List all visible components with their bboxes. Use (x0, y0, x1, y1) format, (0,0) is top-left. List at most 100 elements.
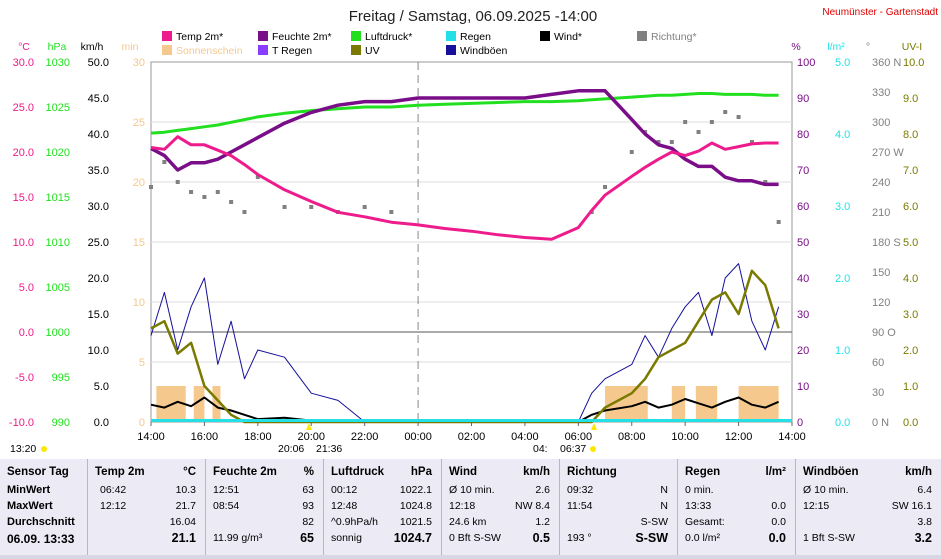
cell-gust-label: 1 Bft S-SW (803, 532, 855, 544)
legend-swatch (446, 45, 456, 55)
y-tick-label: -10.0 (9, 417, 34, 429)
y-tick-label: 30 (872, 387, 884, 399)
header-unit-gust: km/h (905, 466, 932, 478)
y-tick-label: 300 (872, 117, 890, 129)
y-tick-label: 7.0 (903, 165, 918, 177)
cell-humidity-value: 93 (302, 500, 314, 512)
direction-point (309, 205, 314, 209)
y-tick-label: 1.0 (903, 381, 918, 393)
cell-pressure-value: 1021.5 (399, 516, 432, 528)
sunrise-marker (591, 423, 597, 430)
y-tick-label: 2.0 (835, 273, 850, 285)
x-tick-label: 10:00 (671, 431, 699, 443)
y-tick-label: 70 (797, 165, 809, 177)
cell-temp-label: 06:42 (100, 484, 127, 496)
y-tick-label: 40.0 (88, 129, 109, 141)
cell-wind-value: 2.6 (535, 484, 550, 496)
y-tick-label: 3.0 (835, 201, 850, 213)
cell-rain-value: 0.0 (771, 516, 786, 528)
y-tick-label: 45.0 (88, 93, 109, 105)
moonrise-time: 21:36 (316, 443, 342, 455)
legend-swatch (446, 31, 456, 41)
y-tick-label: 210 (872, 207, 890, 219)
header-sensor: Sensor Tag (7, 466, 69, 478)
y-tick-label: 100 (797, 57, 815, 69)
x-tick-label: 18:00 (244, 431, 272, 443)
status-bar (0, 555, 941, 559)
y-tick-label: 10.0 (13, 237, 34, 249)
cell-direction-value: S-SW (635, 531, 668, 545)
cell-pressure-label: sonnig (331, 532, 362, 544)
y-tick-label: 5.0 (835, 57, 850, 69)
direction-point (749, 140, 754, 144)
y-tick-label: 1.0 (835, 345, 850, 357)
y-tick-label: 30.0 (13, 57, 34, 69)
x-axis: 14:00 16:00 18:00 20:00 22:00 00:00 02:00 04:00… (137, 422, 806, 443)
direction-point (175, 180, 180, 184)
legend-label: Feuchte 2m* (272, 31, 332, 43)
cell-temp-value: 21.7 (175, 500, 196, 512)
cell-wind-value: 1.2 (535, 516, 550, 528)
y-tick-label: 1015 (46, 192, 70, 204)
y-tick-label: 0.0 (19, 327, 34, 339)
cell-wind-label: 0 Bft S-SW (449, 532, 501, 544)
y-tick-label: 5 (139, 357, 145, 369)
header-unit-pressure: hPa (410, 466, 432, 478)
cell-humidity-label: 11.99 g/m³ (213, 532, 263, 544)
y-tick-label: 5.0 (94, 381, 109, 393)
legend-label: UV (365, 45, 380, 57)
y-tick-label: 80 (797, 129, 809, 141)
cell-humidity-value: 63 (302, 484, 314, 496)
col-rain: Regen l/m² 0 min. 13:33 0.0 Gesamt: 0.0 0.0 l/m… (677, 459, 796, 555)
header-rain: Regen (685, 466, 721, 478)
y-tick-label: 120 (872, 297, 890, 309)
y-tick-label: 15.0 (88, 309, 109, 321)
col-direction: Richtung 09:32 N 11:54 N S-SW 193 ° S-SW (559, 459, 678, 555)
legend-swatch (162, 45, 172, 55)
y-tick-label: 0 (797, 417, 803, 429)
y-tick-label: 10 (797, 381, 809, 393)
y-tick-label: 990 (52, 417, 70, 429)
y-tick-label: 3.0 (903, 309, 918, 321)
sunshine-bar (193, 386, 205, 422)
cell-direction-value: S-SW (640, 516, 668, 528)
y-tick-label: 35.0 (88, 165, 109, 177)
legend-label: Richtung* (651, 31, 697, 43)
col-pressure: Luftdruck hPa 00:12 1022.1 12:48 1024.8 ^0.9hP… (323, 459, 442, 555)
y-tick-label: 2.0 (903, 345, 918, 357)
cell-temp-value: 10.3 (175, 484, 196, 496)
direction-point (255, 175, 260, 179)
axis-unit: km/h (81, 41, 104, 53)
axis-unit: UV-I (902, 41, 922, 53)
direction-point (696, 130, 701, 134)
weather-chart: Freitag / Samstag, 06.09.2025 -14:00 Neu… (9, 7, 938, 455)
direction-point (669, 140, 674, 144)
sunshine-bars (156, 386, 779, 422)
legend-swatch (258, 31, 268, 41)
cell-wind-label: 24.6 km (449, 516, 487, 528)
cell-wind-label: 12:18 (449, 500, 476, 512)
y-tick-label: 20 (797, 345, 809, 357)
legend-label: Temp 2m* (176, 31, 223, 43)
x-tick-label: 22:00 (351, 431, 379, 443)
legend-swatch (162, 31, 172, 41)
y-tick-label: 10.0 (88, 345, 109, 357)
cell-temp-label: 12:12 (100, 500, 127, 512)
cell-gust-value: 3.2 (914, 531, 932, 545)
header-unit-temp: °C (183, 466, 196, 478)
cell-direction-label: 11:54 (567, 500, 593, 512)
y-tick-label: 5.0 (19, 282, 34, 294)
y-tick-label: 1025 (46, 102, 70, 114)
astro-marks: 13:20 20:06 21:36 04: 06:37 (10, 423, 597, 455)
direction-point (229, 200, 234, 204)
y-tick-label: 0 N (872, 417, 889, 429)
cell-direction-label: 09:32 (567, 484, 594, 496)
legend-label: Wind* (554, 31, 582, 43)
stats-table: Sensor Tag MinWert MaxWert Durchschnitt 06.0… (0, 459, 941, 555)
header-unit-rain: l/m² (765, 466, 786, 478)
legend-swatch (258, 45, 268, 55)
row-label: Durchschnitt (7, 516, 75, 528)
y-tick-label: 25 (133, 117, 145, 129)
header-unit-humidity: % (303, 466, 314, 478)
direction-point (362, 205, 367, 209)
